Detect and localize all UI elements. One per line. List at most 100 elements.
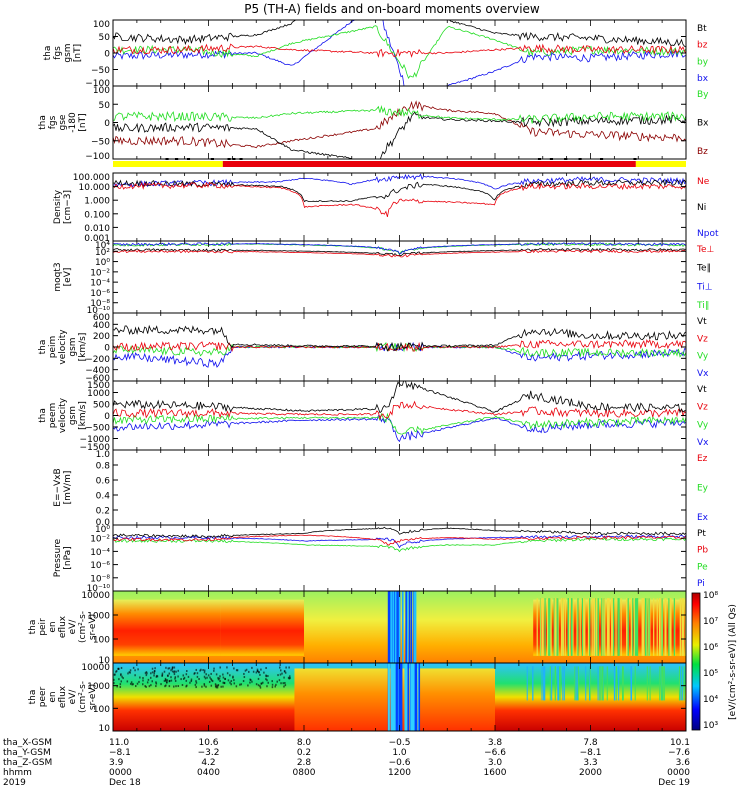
series-Bz: [113, 100, 686, 149]
spec-stripe: [543, 666, 545, 701]
spec-stripe: [679, 598, 681, 656]
colorbar-label: [eV/(cm²-s-sr-eV)] (All Qs): [728, 604, 738, 720]
spec-stripe: [682, 598, 684, 656]
spec-speckle: [210, 672, 212, 675]
x-gsm-value: −0.5: [389, 738, 411, 748]
spec-stripe: [526, 666, 528, 701]
hhmm-value: 1200: [388, 768, 411, 778]
series-Pt: [113, 526, 686, 539]
spec-speckle: [118, 667, 120, 670]
legend-Ne: Ne: [697, 177, 710, 187]
spec-speckle: [206, 676, 208, 679]
panel-frame: [112, 524, 687, 592]
legend-Vy: Vy: [697, 420, 709, 430]
spec-stripe: [660, 666, 662, 701]
time-row-label: tha_Z-GSM: [3, 758, 52, 768]
y-tick-label: 10⁻⁶: [90, 289, 110, 299]
mode-marker: [165, 158, 169, 160]
spec-speckle: [185, 679, 188, 682]
y-axis-label: tha: [38, 340, 48, 355]
colorbar-tick: 10⁶: [703, 643, 718, 653]
spec-speckle: [120, 680, 123, 683]
legend-Bt: Bt: [697, 24, 707, 34]
spec-speckle: [115, 670, 117, 673]
legend-Ex: Ex: [697, 513, 709, 523]
spec-stripe: [587, 598, 590, 656]
spec-stripe: [606, 666, 608, 701]
spec-stripe: [684, 598, 686, 656]
spec-speckle: [230, 680, 233, 683]
spec-stripe: [568, 598, 571, 656]
x-gsm-value: 3.8: [488, 738, 503, 748]
legend-Pt: Pt: [697, 529, 706, 539]
spec-speckle: [217, 684, 220, 687]
y-tick-label: −100: [85, 79, 110, 89]
spec-speckle: [218, 677, 221, 680]
spec-speckle: [210, 679, 213, 682]
spec-stripe: [627, 598, 629, 656]
colorbar-tick: 10⁸: [703, 591, 718, 601]
spec-speckle: [168, 667, 171, 670]
spec-stripe: [563, 666, 565, 701]
spec-speckle: [199, 669, 201, 672]
spec-speckle: [155, 675, 158, 678]
spec-speckle: [265, 678, 267, 681]
legend-by: by: [697, 57, 709, 67]
spec-speckle: [196, 675, 199, 678]
spec-speckle: [279, 669, 282, 672]
spec-speckle: [119, 683, 122, 686]
legend-Vx: Vx: [697, 369, 709, 379]
y-gsm-value: 0.2: [297, 748, 311, 758]
y-tick-label: 10000: [81, 663, 110, 673]
spec-stripe: [620, 598, 622, 656]
spec-speckle: [174, 677, 176, 680]
series-Vx: [113, 415, 686, 443]
y-tick-label: 0.2: [96, 507, 110, 517]
legend-Ni: Ni: [697, 203, 706, 213]
spec-speckle: [271, 680, 273, 683]
hhmm-value: 0800: [293, 768, 316, 778]
spec-speckle: [283, 676, 285, 679]
spec-speckle: [205, 685, 207, 688]
y-axis-label: peer: [38, 686, 48, 707]
y-axis-label: fgs: [53, 46, 63, 60]
colorbar-tick: 10³: [703, 721, 718, 731]
spec-speckle: [174, 676, 177, 679]
spec-stripe: [414, 591, 417, 663]
y-tick-label: −1000: [80, 435, 111, 445]
spec-speckle: [185, 673, 188, 676]
spec-speckle: [249, 678, 251, 681]
spec-speckle: [271, 683, 274, 686]
spec-speckle: [233, 679, 235, 682]
spec-speckle: [170, 679, 173, 682]
spec-speckle: [247, 684, 249, 687]
spec-stripe: [550, 598, 552, 656]
series-Bt: [113, 20, 686, 48]
y-tick-label: 10⁻⁴: [90, 548, 110, 558]
spec-stripe: [410, 663, 412, 731]
spec-speckle: [285, 666, 287, 669]
y-gsm-value: −3.2: [198, 748, 220, 758]
spec-speckle: [226, 672, 229, 675]
spec-speckle: [119, 685, 122, 688]
series-group: [113, 381, 686, 443]
legend-Pb: Pb: [697, 546, 708, 556]
y-axis-label: sr-eV): [88, 614, 98, 640]
y-tick-label: 200: [93, 332, 110, 342]
spec-stripe: [622, 666, 624, 701]
mode-fast: [222, 161, 636, 167]
spec-speckle: [121, 675, 123, 678]
spec-speckle: [170, 669, 172, 672]
y-tick-label: 0: [104, 412, 110, 422]
spec-speckle: [129, 682, 132, 685]
spec-stripe: [613, 598, 615, 656]
time-row-label: tha_X-GSM: [3, 738, 52, 748]
legend-Te⊥: Te⊥: [696, 245, 715, 255]
y-tick-label: 100.000: [73, 173, 110, 183]
spec-speckle: [195, 680, 197, 683]
spec-stripe: [643, 598, 645, 656]
spec-stripe: [391, 591, 393, 663]
spec-stripe: [536, 598, 538, 656]
spec-stripe: [407, 663, 410, 731]
